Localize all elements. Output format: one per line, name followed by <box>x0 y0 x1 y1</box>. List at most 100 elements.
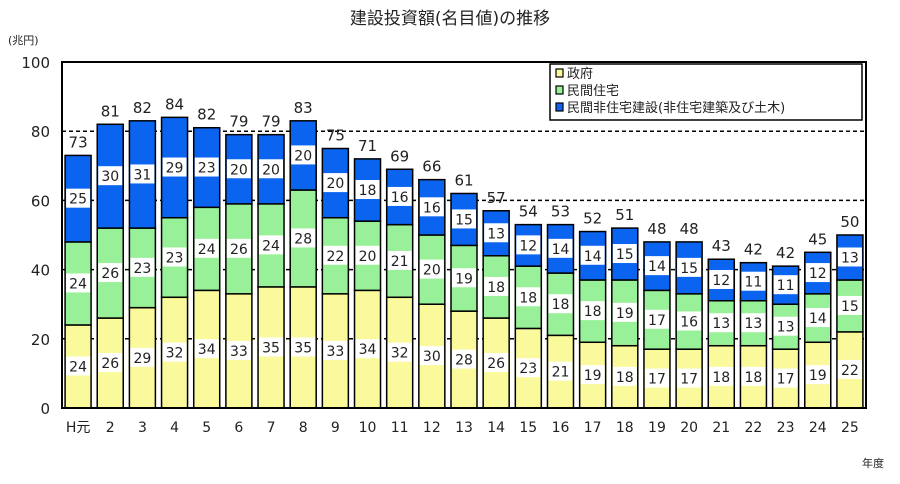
y-tick-label: 100 <box>21 54 50 72</box>
x-tick-label: 22 <box>745 420 763 436</box>
x-tick-label: 7 <box>267 420 276 436</box>
data-label-private-nonresidential-bg <box>741 271 766 291</box>
data-label-government-bg <box>548 361 573 381</box>
x-tick-label: 6 <box>234 420 243 436</box>
data-label-private-nonresidential: 13 <box>841 250 859 266</box>
data-label-private-housing-bg <box>291 228 316 248</box>
plot-frame <box>61 61 867 409</box>
data-label-private-nonresidential: 20 <box>262 162 280 178</box>
data-label-private-housing-bg <box>484 276 509 296</box>
y-tick-label: 40 <box>31 262 50 280</box>
data-label-private-housing: 23 <box>166 250 184 266</box>
x-tick-label: 13 <box>455 420 473 436</box>
data-label-government-bg <box>580 365 605 385</box>
data-label-private-housing-bg <box>677 311 702 331</box>
total-label: 61 <box>454 171 473 189</box>
data-label-private-housing: 24 <box>198 242 216 258</box>
data-label-private-housing-bg <box>741 313 766 333</box>
data-label-private-nonresidential: 14 <box>552 242 570 258</box>
data-label-private-housing: 13 <box>777 320 795 336</box>
data-label-government: 18 <box>616 370 634 386</box>
data-label-private-housing-bg <box>194 238 219 258</box>
data-label-private-housing: 18 <box>552 297 570 313</box>
data-label-private-nonresidential-bg <box>162 157 187 177</box>
data-label-private-nonresidential-bg <box>548 238 573 258</box>
data-label-government-bg <box>98 353 123 373</box>
total-label: 53 <box>551 203 570 221</box>
data-label-private-nonresidential-bg <box>194 157 219 177</box>
data-label-government: 35 <box>294 340 312 356</box>
y-tick-label: 60 <box>31 192 50 210</box>
data-label-private-housing: 18 <box>584 304 602 320</box>
x-tick-label: 25 <box>841 420 859 436</box>
x-tick-label: 14 <box>487 420 505 436</box>
data-label-private-nonresidential-bg <box>773 275 798 295</box>
data-label-private-housing-bg <box>516 287 541 307</box>
data-label-private-housing: 21 <box>391 254 409 270</box>
data-label-private-housing: 13 <box>745 316 763 332</box>
data-label-government: 29 <box>133 351 151 367</box>
data-label-private-housing-bg <box>773 316 798 336</box>
total-label: 57 <box>487 189 506 207</box>
data-label-government-bg <box>291 337 316 357</box>
data-label-government-bg <box>741 366 766 386</box>
data-label-private-housing: 18 <box>487 280 505 296</box>
x-tick-label: H元 <box>66 420 91 436</box>
data-label-government: 23 <box>519 361 537 377</box>
data-label-private-nonresidential: 16 <box>391 190 409 206</box>
x-tick-label: 3 <box>138 420 147 436</box>
x-tick-label: 18 <box>616 420 634 436</box>
data-label-private-nonresidential: 20 <box>230 162 248 178</box>
data-label-private-housing: 18 <box>519 290 537 306</box>
data-label-private-housing: 17 <box>648 313 666 329</box>
x-axis-label: 年度 <box>862 456 884 470</box>
data-label-private-housing-bg <box>130 257 155 277</box>
data-label-private-nonresidential-bg <box>580 245 605 265</box>
data-label-private-nonresidential-bg <box>226 159 251 179</box>
x-tick-label: 21 <box>712 420 730 436</box>
total-label: 48 <box>647 220 666 238</box>
data-label-government: 35 <box>262 340 280 356</box>
data-label-private-housing: 14 <box>809 311 827 327</box>
data-label-government: 19 <box>809 368 827 384</box>
data-label-private-housing: 23 <box>133 261 151 277</box>
data-label-government: 32 <box>166 346 184 362</box>
y-tick-label: 80 <box>31 123 50 141</box>
data-label-government-bg <box>323 340 348 360</box>
data-label-private-nonresidential-bg <box>323 173 348 193</box>
total-label: 73 <box>69 133 88 151</box>
data-label-private-housing-bg <box>580 301 605 321</box>
x-tick-label: 24 <box>809 420 827 436</box>
data-label-private-nonresidential: 29 <box>166 161 184 177</box>
data-label-government-bg <box>419 346 444 366</box>
data-label-private-nonresidential: 12 <box>519 238 537 254</box>
data-label-government: 24 <box>69 359 87 375</box>
data-label-private-housing: 15 <box>841 299 859 315</box>
data-label-private-housing-bg <box>98 263 123 283</box>
data-label-private-nonresidential-bg <box>130 164 155 184</box>
data-label-government: 18 <box>745 370 763 386</box>
data-label-private-nonresidential: 15 <box>616 247 634 263</box>
data-label-private-housing: 24 <box>262 238 280 254</box>
x-tick-label: 8 <box>299 420 308 436</box>
data-label-private-housing-bg <box>709 313 734 333</box>
data-label-government: 28 <box>455 353 473 369</box>
chart-title: 建設投資額(名目値)の推移 <box>350 9 550 29</box>
data-label-private-housing-bg <box>612 302 637 322</box>
legend-label: 民間住宅 <box>567 84 619 99</box>
data-label-private-housing: 26 <box>101 266 119 282</box>
data-label-private-housing: 20 <box>359 249 377 265</box>
x-tick-label: 9 <box>331 420 340 436</box>
data-label-private-nonresidential-bg <box>291 145 316 165</box>
data-label-private-nonresidential-bg <box>644 256 669 276</box>
data-label-private-housing: 24 <box>69 276 87 292</box>
legend-label: 民間非住宅建設(非住宅建築及び土木) <box>567 100 785 116</box>
data-label-private-housing-bg <box>644 309 669 329</box>
data-label-private-nonresidential: 11 <box>745 275 763 291</box>
data-label-government: 34 <box>359 342 377 358</box>
data-label-private-housing-bg <box>162 247 187 267</box>
data-label-private-nonresidential-bg <box>355 180 380 200</box>
data-label-government: 17 <box>680 372 698 388</box>
legend-swatch <box>555 68 564 78</box>
